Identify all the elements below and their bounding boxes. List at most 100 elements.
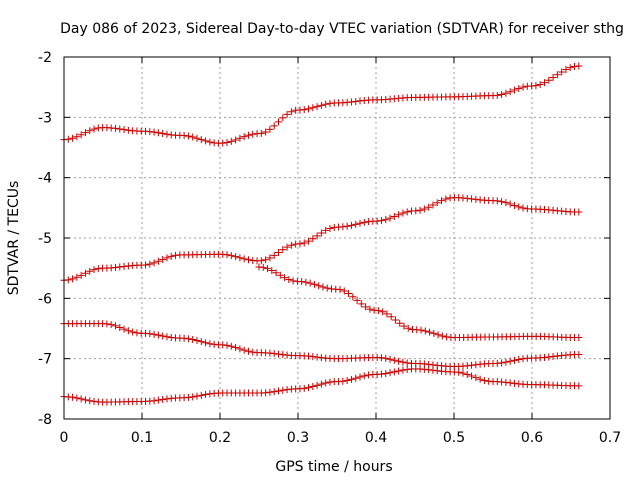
data-point	[396, 319, 404, 327]
data-point	[283, 110, 291, 118]
data-point	[227, 137, 235, 145]
data-point	[227, 342, 235, 350]
data-point	[386, 355, 394, 363]
data-point	[146, 260, 154, 268]
data-point	[236, 345, 244, 353]
data-point	[326, 224, 334, 232]
y-tick-label: -2	[38, 50, 52, 66]
data-point	[180, 132, 188, 140]
data-point	[77, 131, 85, 139]
data-point	[257, 257, 265, 265]
data-point	[558, 68, 566, 76]
data-point	[468, 195, 476, 203]
data-point	[366, 305, 374, 313]
data-point	[206, 138, 214, 146]
data-point	[69, 275, 77, 283]
data-point	[429, 201, 437, 209]
data-point	[257, 129, 265, 137]
data-points	[60, 62, 583, 406]
data-point	[90, 266, 98, 274]
data-point	[317, 229, 325, 237]
data-point	[202, 339, 210, 347]
data-point	[236, 254, 244, 262]
data-point	[347, 221, 355, 229]
data-point	[276, 271, 284, 279]
data-point	[476, 375, 484, 383]
data-point	[382, 370, 390, 378]
data-point	[300, 239, 308, 247]
data-point	[285, 276, 293, 284]
data-point	[562, 66, 570, 74]
data-point	[339, 223, 347, 231]
data-point	[266, 125, 274, 133]
data-point	[184, 393, 192, 401]
data-point	[399, 209, 407, 217]
data-point	[184, 335, 192, 343]
data-point	[352, 220, 360, 228]
grid	[64, 57, 610, 419]
data-point	[317, 380, 325, 388]
data-point	[498, 359, 506, 367]
y-tick-label: -4	[38, 171, 52, 187]
data-point	[382, 216, 390, 224]
data-point	[343, 222, 351, 230]
data-point	[360, 372, 368, 380]
data-point	[189, 133, 197, 141]
series-series-1	[60, 62, 583, 147]
data-point	[86, 397, 94, 405]
y-tick-label: -7	[38, 352, 52, 368]
data-point	[502, 358, 510, 366]
data-point	[309, 353, 317, 361]
data-point	[223, 139, 231, 147]
data-point	[421, 327, 429, 335]
data-point	[379, 308, 387, 316]
data-point	[90, 125, 98, 133]
data-point	[343, 376, 351, 384]
x-tick-label: 0.6	[521, 430, 543, 446]
data-point	[150, 397, 158, 405]
y-tick-label: -3	[38, 110, 52, 126]
data-point	[386, 369, 394, 377]
data-point	[77, 395, 85, 403]
data-point	[193, 134, 201, 142]
data-point	[434, 331, 442, 339]
data-point	[302, 278, 310, 286]
x-tick-label: 0.3	[287, 430, 309, 446]
series-series-3	[60, 320, 583, 371]
data-point	[506, 357, 514, 365]
data-point	[244, 256, 252, 264]
data-point	[540, 79, 548, 87]
data-point	[111, 322, 119, 330]
data-point	[315, 282, 323, 290]
data-point	[362, 303, 370, 311]
data-point	[532, 82, 540, 90]
data-point	[382, 354, 390, 362]
data-point	[438, 197, 446, 205]
data-point	[510, 86, 518, 94]
data-point	[502, 199, 510, 207]
data-point	[275, 248, 282, 256]
data-point	[515, 84, 523, 92]
data-point	[506, 200, 514, 208]
data-point	[352, 97, 360, 105]
data-point	[377, 217, 385, 225]
data-point	[575, 208, 583, 216]
data-point	[259, 263, 267, 271]
data-point	[390, 356, 398, 364]
data-point	[430, 329, 438, 337]
data-point	[154, 129, 162, 137]
data-point	[395, 367, 403, 375]
data-point	[116, 323, 124, 331]
x-tick-label: 0	[60, 430, 69, 446]
data-point	[289, 277, 297, 285]
data-point	[399, 366, 407, 374]
data-point	[429, 366, 437, 374]
data-point	[553, 71, 561, 79]
data-point	[399, 358, 407, 366]
data-point	[417, 326, 425, 334]
data-point	[336, 286, 344, 294]
data-point	[103, 320, 111, 328]
y-tick-label: -5	[38, 231, 52, 247]
data-point	[249, 130, 257, 138]
data-point	[374, 307, 382, 315]
